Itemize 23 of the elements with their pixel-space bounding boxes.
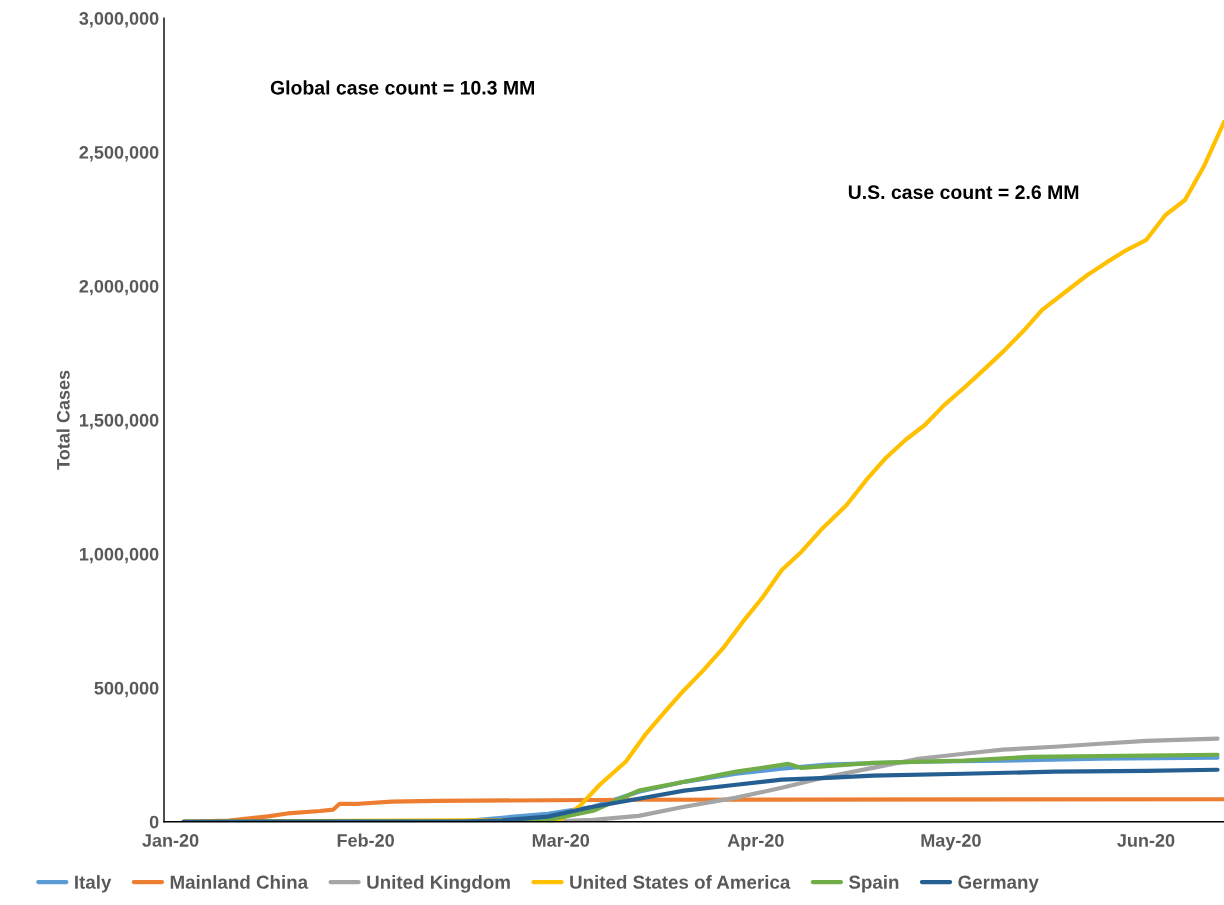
y-tick-label: 2,500,000 <box>79 145 159 162</box>
x-tick-label: Jan-20 <box>142 834 199 847</box>
line-series <box>181 767 1220 822</box>
x-tick-label: Mar-20 <box>532 834 590 847</box>
annotation: Global case count = 10.3 MM <box>270 80 534 95</box>
x-tick-label: May-20 <box>921 834 981 851</box>
annotation: U.S. case count = 2.6 MM <box>848 185 1079 200</box>
legend-label: United Kingdom <box>367 875 510 893</box>
legend-label: Italy <box>75 875 112 893</box>
y-tick-label: 3,000,000 <box>79 12 159 28</box>
legend-label: Germany <box>958 875 1039 893</box>
y-tick-label: 1,000,000 <box>79 547 159 564</box>
y-tick-label: 500,000 <box>94 681 159 698</box>
y-tick-label: 0 <box>149 815 159 829</box>
x-tick-label: Jun-20 <box>1117 834 1175 847</box>
legend-label: Mainland China <box>170 875 309 889</box>
x-tick-label: Feb-20 <box>337 833 394 847</box>
legend-label: United States of America <box>570 875 791 889</box>
x-tick-label: Apr-20 <box>727 834 784 851</box>
y-axis-title: Total Cases <box>56 370 70 470</box>
legend-label: Spain <box>848 875 899 893</box>
y-tick-label: 1,500,000 <box>79 413 159 430</box>
y-tick-label: 2,000,000 <box>79 279 159 296</box>
